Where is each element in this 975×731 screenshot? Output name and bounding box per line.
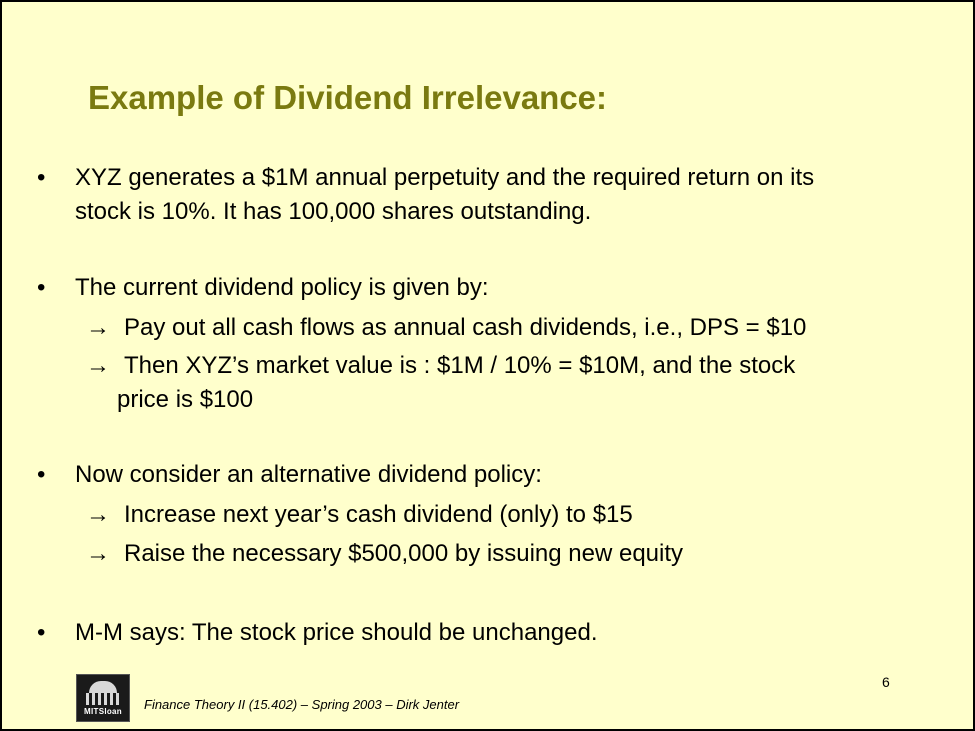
bullet-1-line-2: stock is 10%. It has 100,000 shares outs… xyxy=(75,198,592,225)
bullet-2-sub-1-text: Pay out all cash flows as annual cash di… xyxy=(124,314,807,341)
bullet-3-sub-1-text: Increase next year’s cash dividend (only… xyxy=(124,501,633,528)
bullet-2-sub-2-continuation: price is $100 xyxy=(117,386,254,413)
bullet-3-sub-2-text: Raise the necessary $500,000 by issuing … xyxy=(124,540,684,567)
bullet-1-line-1: XYZ generates a $1M annual perpetuity an… xyxy=(75,164,815,191)
columns-shape xyxy=(86,693,120,705)
bullet-2-text: The current dividend policy is given by: xyxy=(75,274,489,301)
arrow-icon: → xyxy=(86,540,110,567)
arrow-icon: → xyxy=(86,314,110,341)
bullet-dot: • xyxy=(37,164,46,191)
bullet-dot: • xyxy=(37,274,46,301)
footer-text: Finance Theory II (15.402) – Spring 2003… xyxy=(144,697,460,712)
bullet-3-text: Now consider an alternative dividend pol… xyxy=(75,461,542,488)
page-number: 6 xyxy=(882,674,890,690)
arrow-icon: → xyxy=(86,501,110,528)
dome-shape xyxy=(89,681,117,693)
bullet-1-text: XYZ generates a $1M annual perpetuity an… xyxy=(75,161,935,229)
bullet-2-sub-2-text: Then XYZ’s market value is : $1M / 10% =… xyxy=(124,352,796,379)
mit-sloan-logo-icon: MITSloan xyxy=(76,674,130,722)
bullet-dot: • xyxy=(37,619,46,646)
logo-label: MITSloan xyxy=(84,707,122,716)
bullet-4-text: M-M says: The stock price should be unch… xyxy=(75,619,598,646)
arrow-icon: → xyxy=(86,352,110,379)
bullet-dot: • xyxy=(37,461,46,488)
slide-title: Example of Dividend Irrelevance: xyxy=(88,79,608,116)
